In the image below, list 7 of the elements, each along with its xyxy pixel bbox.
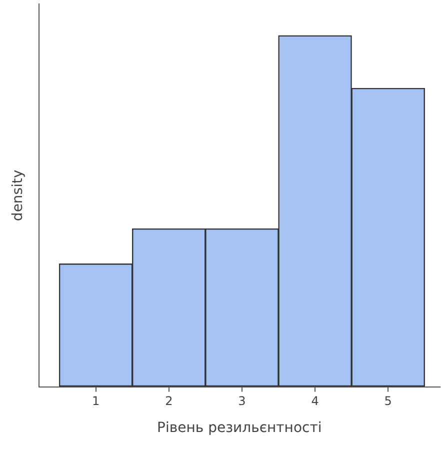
x-tick-label: 2 (165, 394, 173, 408)
x-tick-label: 5 (384, 394, 392, 408)
y-axis-title: density (10, 170, 26, 222)
x-tick-label: 3 (238, 394, 246, 408)
x-tick-label: 4 (311, 394, 319, 408)
x-axis-title: Рівень резильєнтності (157, 420, 322, 436)
x-tick-label: 1 (92, 394, 100, 408)
